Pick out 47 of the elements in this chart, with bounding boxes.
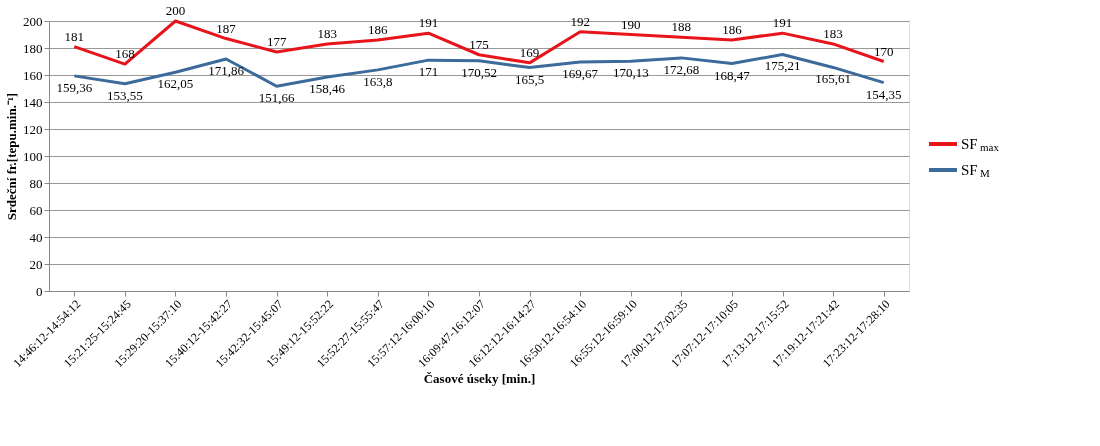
data-label: 200 xyxy=(165,3,186,18)
data-label: 165,61 xyxy=(815,71,851,87)
data-label: 183 xyxy=(823,25,843,41)
data-label: 162,05 xyxy=(157,76,194,92)
data-label: 175 xyxy=(469,36,489,52)
data-label: 181 xyxy=(64,28,85,44)
y-tick-label: 100 xyxy=(23,148,43,164)
x-axis-title: Časové úseky [min.] xyxy=(423,371,536,387)
data-label: 165,5 xyxy=(514,71,545,87)
data-label: 186 xyxy=(368,21,389,37)
data-label: 170,52 xyxy=(461,64,497,80)
data-label: 177 xyxy=(266,34,287,50)
y-tick-label: 120 xyxy=(23,121,43,137)
data-label: 168 xyxy=(115,46,135,62)
y-tick-label: 0 xyxy=(36,283,43,299)
data-label: 191 xyxy=(418,15,439,31)
data-label: 187 xyxy=(216,20,237,36)
data-label: 192 xyxy=(570,13,590,29)
data-label: 163,8 xyxy=(363,73,393,89)
y-tick-label: 80 xyxy=(29,175,43,191)
data-label: 172,68 xyxy=(663,61,700,77)
data-label: 171 xyxy=(418,64,439,80)
data-label: 154,35 xyxy=(865,86,902,102)
data-label: 169,67 xyxy=(562,65,599,81)
data-label: 186 xyxy=(722,21,743,37)
data-label: 169 xyxy=(519,44,540,60)
data-label: 183 xyxy=(317,25,337,41)
y-tick-label: 140 xyxy=(23,94,43,110)
y-tick-label: 200 xyxy=(23,13,43,29)
data-label: 191 xyxy=(772,15,793,31)
data-label: 170,13 xyxy=(612,65,649,81)
data-label: 168,47 xyxy=(714,67,751,83)
data-label: 190 xyxy=(621,16,641,32)
data-label: 159,36 xyxy=(56,79,93,95)
data-label: 170 xyxy=(873,43,894,59)
y-tick-label: 20 xyxy=(29,256,43,272)
y-tick-label: 60 xyxy=(29,202,43,218)
data-label: 175,21 xyxy=(764,58,801,74)
data-label: 151,66 xyxy=(258,90,296,106)
data-label: 188 xyxy=(671,19,692,35)
y-tick-label: 160 xyxy=(23,67,43,83)
y-tick-label: 180 xyxy=(23,40,43,56)
data-label: 171,86 xyxy=(208,62,245,78)
y-tick-label: 40 xyxy=(29,229,43,245)
data-label: 158,46 xyxy=(309,81,346,97)
y-axis-title: Srdeční fr.[tepu.min.⁻¹] xyxy=(4,92,19,221)
data-label: 153,55 xyxy=(107,87,143,103)
